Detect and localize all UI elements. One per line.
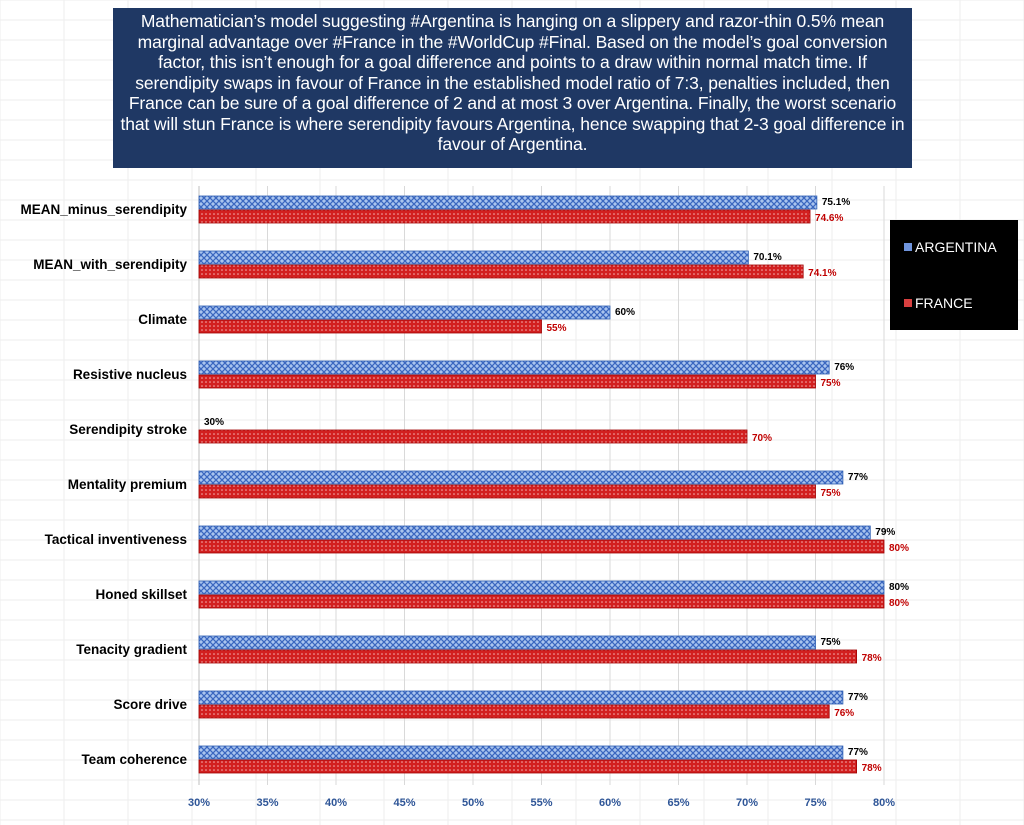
bar-france	[198, 264, 804, 279]
data-label-argentina: 60%	[615, 307, 635, 318]
data-label-france: 74.1%	[808, 268, 836, 279]
bar-argentina	[198, 690, 844, 705]
bar-argentina	[198, 745, 844, 760]
category-label: MEAN_minus_serendipity	[20, 202, 187, 217]
x-tick-label: 55%	[530, 797, 552, 809]
bar-france	[198, 759, 857, 774]
data-label-argentina: 79%	[875, 527, 895, 538]
data-label-france: 80%	[889, 543, 909, 554]
bar-argentina	[198, 470, 844, 485]
bar-argentina	[198, 360, 830, 375]
category-label: Honed skillset	[95, 587, 187, 602]
x-tick-label: 45%	[393, 797, 415, 809]
legend: ARGENTINA FRANCE	[890, 220, 1018, 330]
category-label: Team coherence	[81, 752, 187, 767]
x-tick-label: 30%	[188, 797, 210, 809]
x-tick-label: 60%	[599, 797, 621, 809]
annotation-text: Mathematician’s model suggesting #Argent…	[120, 11, 905, 154]
data-label-france: 74.6%	[815, 213, 843, 224]
x-tick-label: 35%	[256, 797, 278, 809]
bar-france	[198, 319, 542, 334]
data-label-france: 55%	[547, 323, 567, 334]
data-label-france: 75%	[821, 378, 841, 389]
bar-argentina	[198, 635, 816, 650]
bar-france	[198, 429, 748, 444]
x-tick-label: 40%	[325, 797, 347, 809]
chart-annotation-box: Mathematician’s model suggesting #Argent…	[113, 8, 912, 168]
category-label: Tenacity gradient	[76, 642, 187, 657]
data-label-argentina: 76%	[834, 362, 854, 373]
category-label: MEAN_with_serendipity	[33, 257, 187, 272]
data-label-france: 78%	[862, 763, 882, 774]
category-label: Tactical inventiveness	[45, 532, 187, 547]
bar-france	[198, 484, 816, 499]
bar-argentina	[198, 580, 885, 595]
legend-item-france: FRANCE	[904, 295, 973, 311]
bar-france	[198, 704, 830, 719]
data-label-argentina: 75%	[821, 637, 841, 648]
category-label: Score drive	[113, 697, 187, 712]
bar-argentina	[198, 250, 749, 265]
data-label-argentina: 77%	[848, 472, 868, 483]
data-label-argentina: 77%	[848, 747, 868, 758]
bar-france	[198, 374, 816, 389]
category-label: Climate	[138, 312, 187, 327]
category-label: Resistive nucleus	[73, 367, 187, 382]
bar-france	[198, 539, 885, 554]
bar-france	[198, 594, 885, 609]
category-label: Serendipity stroke	[69, 422, 187, 437]
bar-france	[198, 649, 857, 664]
category-label: Mentality premium	[68, 477, 187, 492]
data-label-argentina: 77%	[848, 692, 868, 703]
bar-argentina	[198, 525, 871, 540]
x-tick-label: 75%	[804, 797, 826, 809]
data-label-argentina: 75.1%	[822, 197, 850, 208]
x-tick-label: 80%	[873, 797, 895, 809]
data-label-argentina: 70.1%	[753, 252, 781, 263]
data-label-france: 78%	[862, 653, 882, 664]
legend-label-france: FRANCE	[915, 295, 973, 311]
data-label-france: 80%	[889, 598, 909, 609]
x-tick-label: 65%	[667, 797, 689, 809]
legend-label-argentina: ARGENTINA	[915, 239, 997, 255]
data-label-france: 75%	[821, 488, 841, 499]
bar-france	[198, 209, 811, 224]
x-tick-label: 50%	[462, 797, 484, 809]
bar-argentina	[198, 305, 611, 320]
bar-argentina	[198, 195, 818, 210]
data-label-france: 70%	[752, 433, 772, 444]
data-label-france: 76%	[834, 708, 854, 719]
legend-item-argentina: ARGENTINA	[904, 239, 997, 255]
data-label-argentina: 80%	[889, 582, 909, 593]
x-tick-label: 70%	[736, 797, 758, 809]
legend-swatch-france	[904, 299, 912, 307]
data-label-argentina: 30%	[204, 417, 224, 428]
legend-swatch-argentina	[904, 243, 912, 251]
